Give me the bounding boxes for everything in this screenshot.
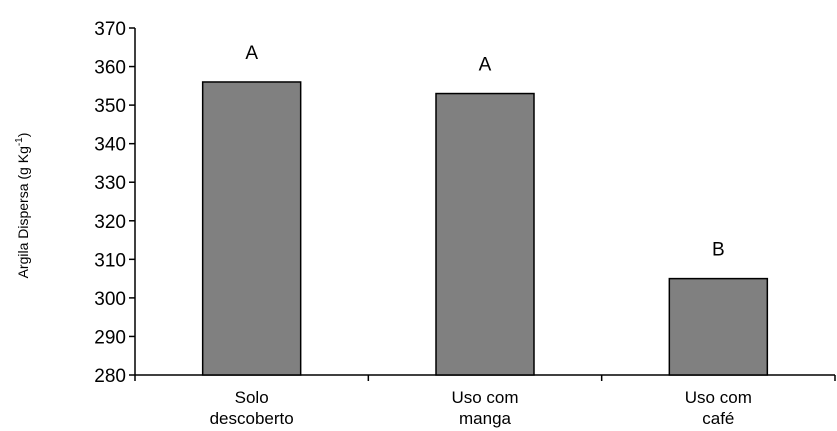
y-tick-label: 290 — [94, 327, 126, 348]
y-axis-title-main: Argila Dispersa (g Kg — [15, 146, 31, 278]
category-label: Uso com manga — [451, 388, 518, 428]
y-axis-title-suffix: ) — [15, 133, 31, 138]
bar — [201, 81, 302, 376]
data-label: A — [245, 43, 258, 64]
bars — [201, 81, 769, 376]
category-label-line: café — [702, 409, 734, 428]
data-label: B — [712, 240, 725, 261]
category-label-line: descoberto — [210, 409, 294, 428]
category-label-line: manga — [459, 409, 512, 428]
y-tick-label: 370 — [94, 19, 126, 40]
y-tick-label: 350 — [94, 96, 126, 117]
category-label: Solo descoberto — [210, 388, 294, 428]
y-axis-title-sup: -1 — [14, 137, 25, 146]
y-tick-label: 280 — [94, 366, 126, 387]
category-label-line: Solo — [235, 388, 269, 407]
y-axis-title: Argila Dispersa (g Kg-1) — [14, 133, 31, 279]
category-labels: Solo descoberto Uso com manga Uso com café — [210, 388, 752, 428]
bar — [668, 277, 769, 376]
category-label-line: Uso com — [685, 388, 752, 407]
y-axis-title-text: Argila Dispersa (g Kg-1) — [14, 133, 31, 279]
y-tick-label: 330 — [94, 173, 126, 194]
y-tick-label: 320 — [94, 212, 126, 233]
y-tick-label: 310 — [94, 250, 126, 271]
category-label: Uso com café — [685, 388, 752, 428]
y-tick-label: 360 — [94, 58, 126, 79]
data-labels: A A B — [245, 43, 724, 261]
y-axis: 280 290 300 310 320 330 340 350 360 370 — [94, 19, 136, 387]
y-tick-label: 300 — [94, 289, 126, 310]
y-tick-label: 340 — [94, 135, 126, 156]
category-label-line: Uso com — [451, 388, 518, 407]
bar — [435, 92, 535, 376]
x-axis — [134, 374, 836, 381]
data-label: A — [479, 55, 492, 76]
